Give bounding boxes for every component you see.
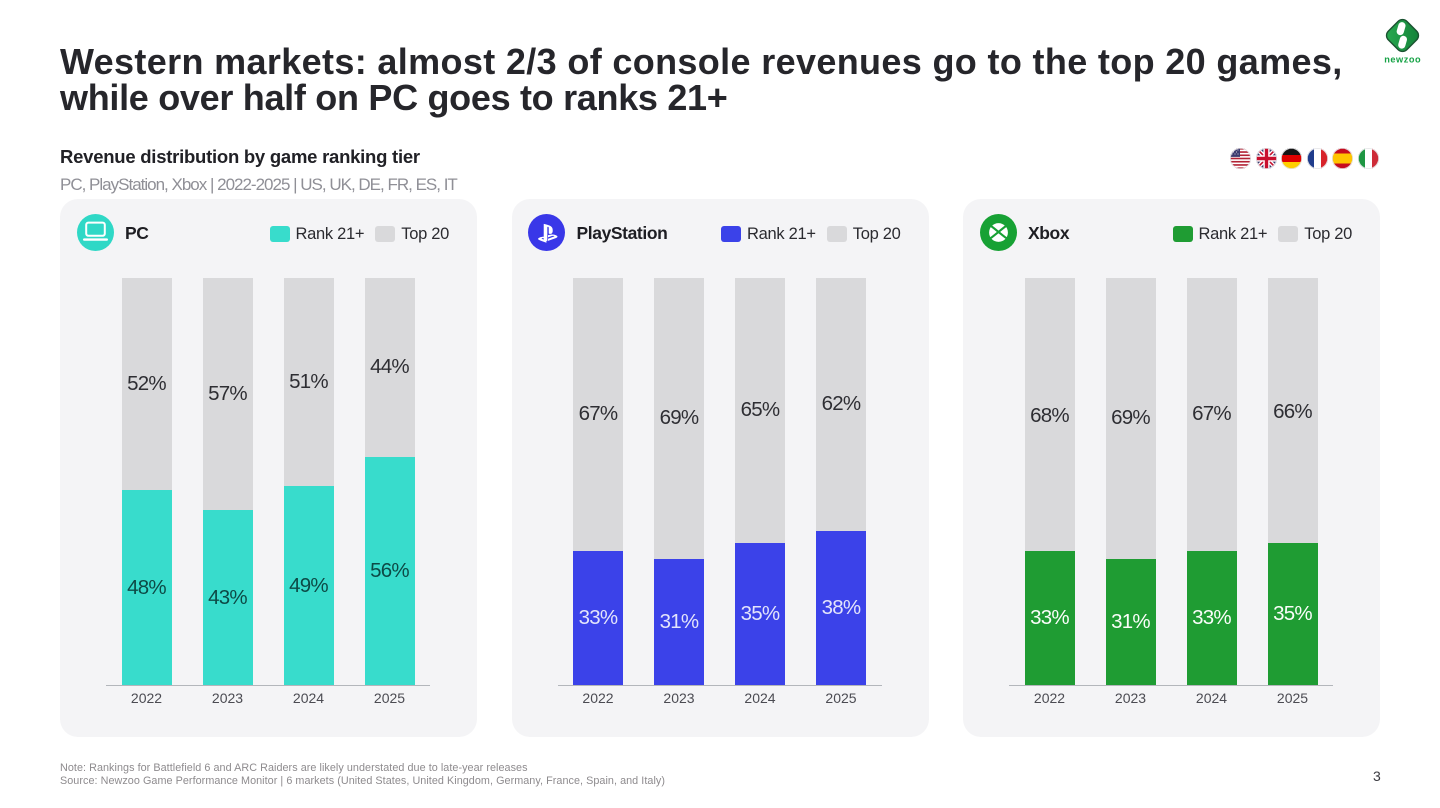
svg-text:newzoo: newzoo bbox=[1384, 54, 1421, 64]
